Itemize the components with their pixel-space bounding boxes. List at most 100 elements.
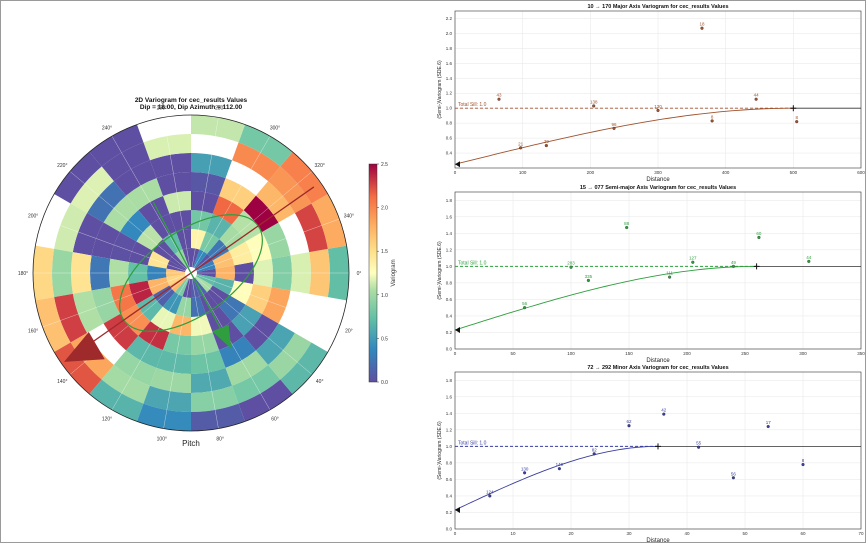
polar-angle-label: 340° <box>344 214 354 220</box>
x-tick-label: 600 <box>857 170 865 175</box>
x-tick-label: 30 <box>626 531 632 536</box>
experimental-point <box>795 120 799 124</box>
polar-angle-label: 0° <box>357 271 362 277</box>
variogram-cell <box>199 231 220 254</box>
point-pair-count-label: 44 <box>754 93 760 98</box>
polar-angle-label: 140° <box>57 379 67 385</box>
point-pair-count-label: 44 <box>806 255 812 260</box>
polar-spoke <box>42 218 192 274</box>
polar-spoke <box>111 272 192 410</box>
experimental-point <box>523 471 527 475</box>
chart-title: 10 → 170 Major Axis Variogram for cec_re… <box>587 4 728 10</box>
x-tick-label: 10 <box>510 531 516 536</box>
y-tick-label: 1.2 <box>446 91 453 96</box>
total-sill-label: Total Sill: 1.0 <box>458 102 487 108</box>
variogram-cell <box>243 195 279 232</box>
variogram-cell <box>70 166 114 213</box>
polar-angle-label: 320° <box>315 163 325 169</box>
point-pair-count-label: 88 <box>624 221 630 226</box>
major-axis-arrowhead <box>64 332 105 362</box>
variogram-cell <box>191 350 226 374</box>
y-tick-label: 0.4 <box>446 493 453 498</box>
variogram-cell <box>113 350 157 386</box>
y-tick-label: 0.0 <box>446 527 453 532</box>
variogram-cell <box>311 194 347 249</box>
minor-axis-variogram-chart: 72 → 292 Minor Axis Variogram for cec_re… <box>437 365 864 542</box>
y-tick-label: 1.8 <box>446 198 453 203</box>
variogram-cell <box>191 172 226 196</box>
variogram-cell <box>149 367 191 393</box>
polar-angle-label: 300° <box>270 126 280 132</box>
variogram-cell <box>294 203 328 253</box>
y-tick-label: 1.0 <box>446 444 453 449</box>
variogram-cell <box>126 178 163 211</box>
variogram-cell <box>191 385 239 412</box>
variogram-cell <box>191 314 213 336</box>
variogram-cell <box>72 213 104 256</box>
polar-angle-label: 180° <box>18 271 28 277</box>
plot-frame <box>454 10 862 169</box>
point-pair-count-label: 8 <box>802 458 805 463</box>
polar-spoke <box>190 272 340 328</box>
variogram-cell <box>162 332 191 355</box>
variogram-cell <box>280 151 328 204</box>
variogram-model-curve <box>454 107 794 165</box>
experimental-point <box>627 424 631 428</box>
polar-spoke <box>111 136 192 274</box>
experimental-point <box>697 445 701 449</box>
variogram-cell <box>225 350 269 386</box>
experimental-point <box>519 146 523 150</box>
experimental-point <box>807 259 811 263</box>
variogram-cell <box>136 295 163 322</box>
experimental-point <box>592 104 596 108</box>
x-tick-label: 500 <box>790 170 798 175</box>
x-tick-label: 0 <box>454 531 457 536</box>
variogram-cell <box>91 287 120 324</box>
y-axis-label: (Semi-)Variogram (SDE.6) <box>437 60 443 119</box>
point-pair-count-label: 49 <box>731 260 737 265</box>
variogram-cell <box>238 124 293 167</box>
experimental-point <box>625 225 629 230</box>
chart-title: 72 → 292 Minor Axis Variogram for cec_re… <box>587 365 728 371</box>
variogram-cell <box>231 210 263 242</box>
polar-angle-label: 40° <box>316 379 324 385</box>
y-tick-label: 1.6 <box>446 394 453 399</box>
polar-title-line1: 2D Variogram for cec_results Values <box>135 97 248 104</box>
variogram-cell <box>191 191 220 214</box>
point-pair-count-label: 56 <box>522 301 528 306</box>
point-pair-count-label: 60 <box>756 231 762 236</box>
total-sill-label: Total Sill: 1.0 <box>458 260 487 266</box>
experimental-point <box>731 264 735 268</box>
variogram-cell <box>119 210 151 242</box>
polar-angle-label: 60° <box>271 416 279 422</box>
variogram-cell <box>191 229 207 250</box>
variogram-cell <box>245 232 272 263</box>
point-pair-count-label: 55 <box>696 441 702 446</box>
experimental-point <box>557 467 561 471</box>
variogram-cell <box>156 350 191 374</box>
variogram-cell <box>191 332 220 355</box>
experimental-point <box>691 260 695 264</box>
variogram-cell <box>255 181 295 223</box>
variogram-cell <box>72 290 104 333</box>
polar-variogram-chart: 2D Variogram for cec_results Values Dip … <box>18 97 397 448</box>
y-tick-label: 0.4 <box>446 313 453 318</box>
polar-spoke <box>190 171 313 274</box>
plot-frame <box>454 371 862 530</box>
polar-title-line2: Dip = 18.00, Dip Azimuth = 112.00 <box>140 104 243 111</box>
experimental-point <box>656 108 660 112</box>
y-tick-label: 0.2 <box>446 330 453 335</box>
variogram-cell <box>206 213 232 240</box>
variogram-cell <box>147 251 170 269</box>
point-pair-count-label: 96 <box>612 122 618 127</box>
experimental-point <box>497 97 501 101</box>
y-tick-label: 0.6 <box>446 477 453 482</box>
experimental-point <box>766 424 770 429</box>
y-tick-label: 0.6 <box>446 136 453 141</box>
variogram-cell <box>89 124 144 167</box>
polar-plot-area: 0° 20° 40° 60° 80° 100° 120° 140° 160° 180° 200° 22… <box>18 106 362 443</box>
polar-spoke <box>190 117 219 274</box>
nugget-marker <box>455 506 460 513</box>
variogram-cell <box>229 241 254 266</box>
